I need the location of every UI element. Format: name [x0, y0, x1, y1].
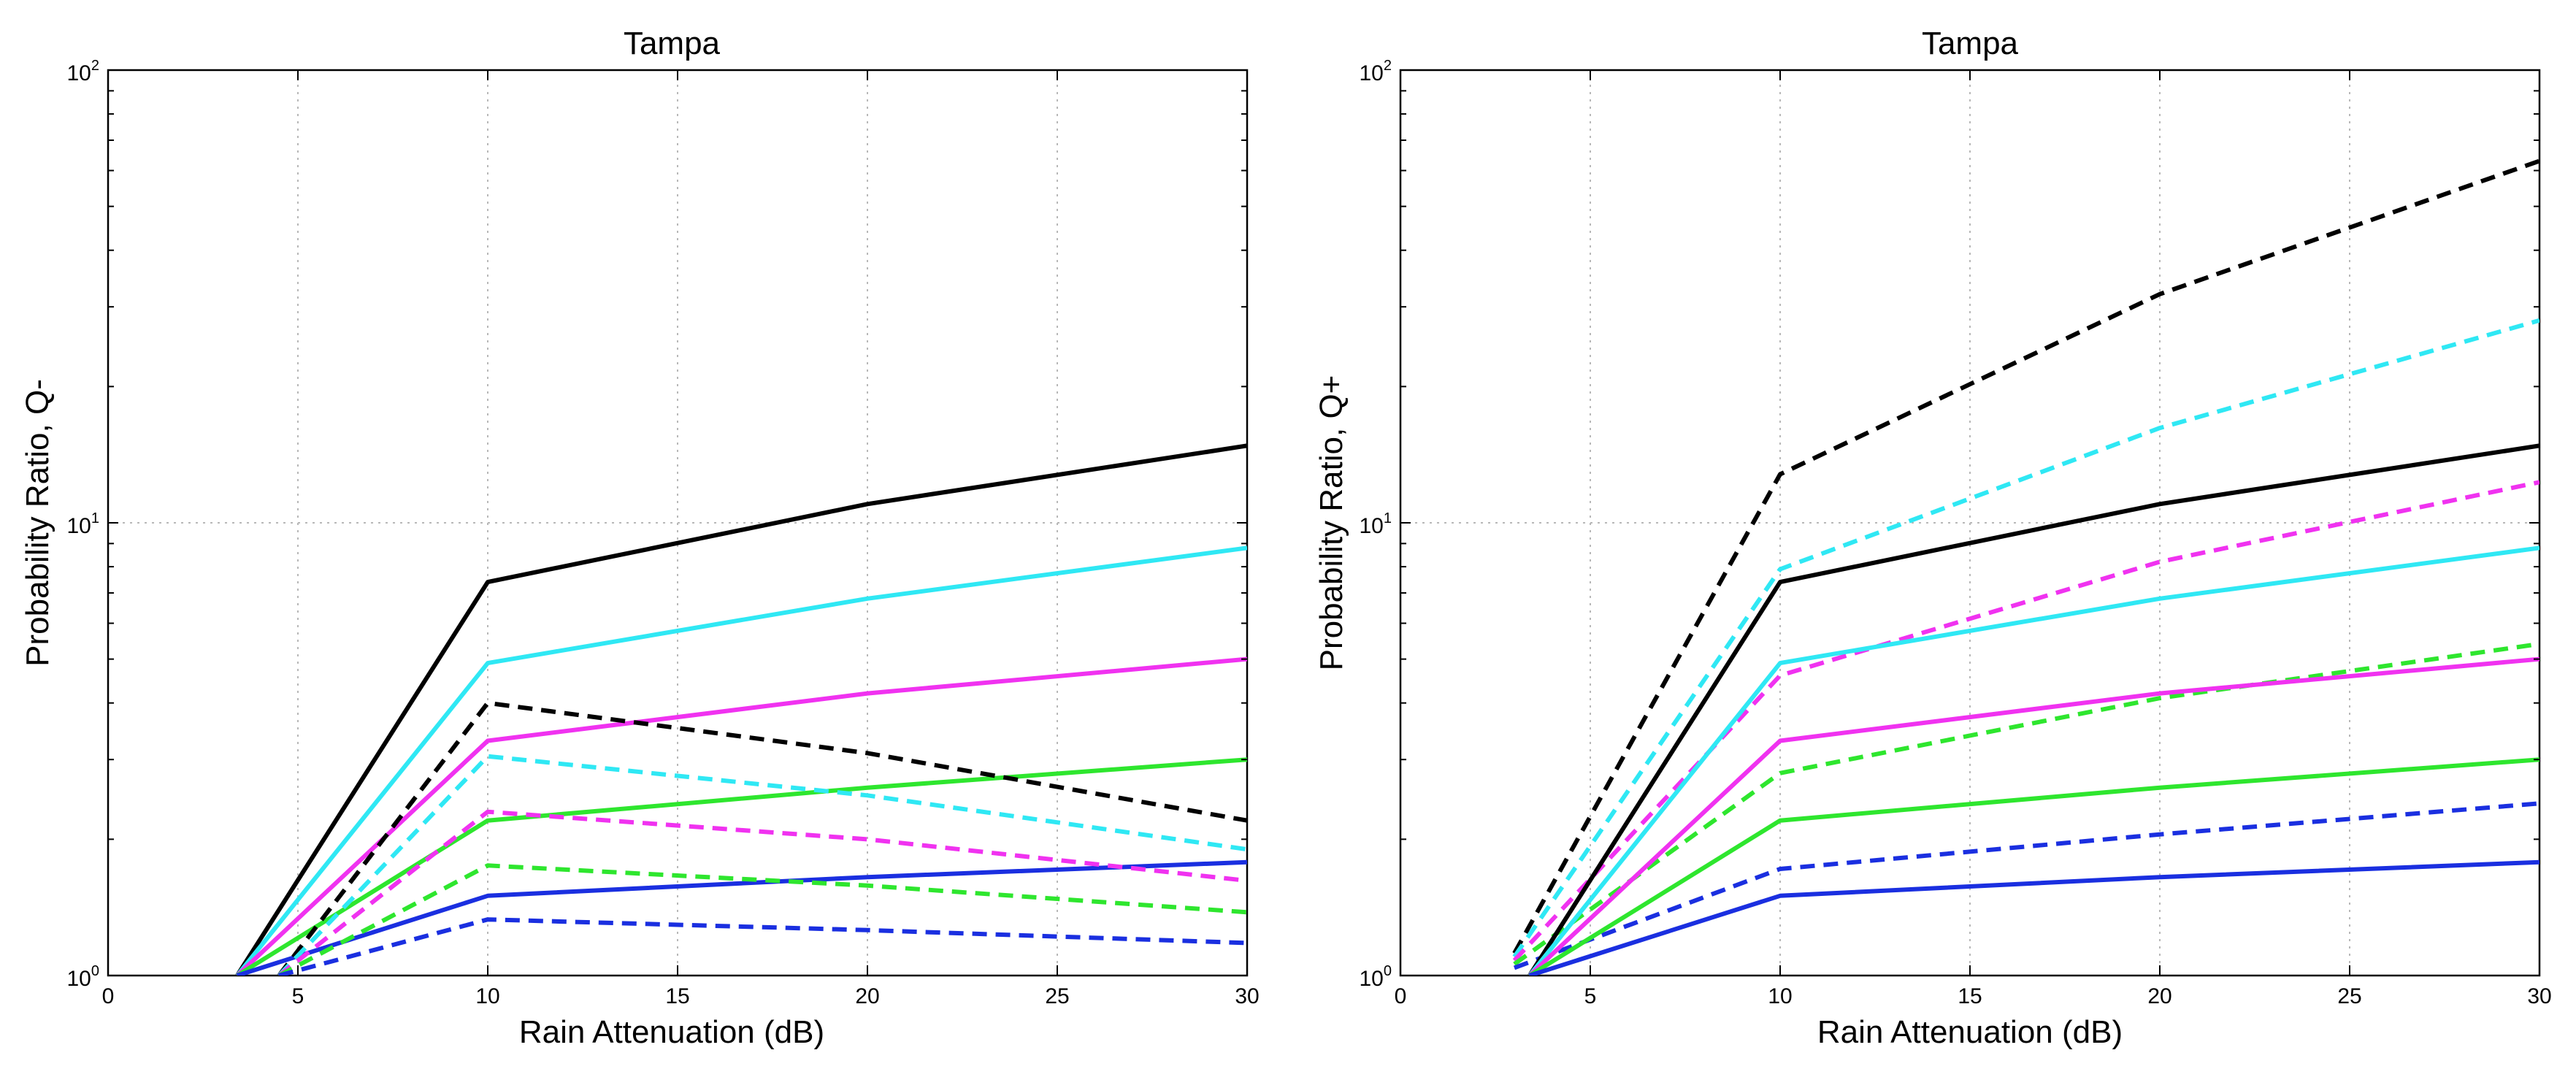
right-chart-title: Tampa: [1922, 26, 2019, 61]
right-y-tick-label-100: 102: [1360, 58, 1392, 85]
left-x-tick-label-5: 5: [292, 984, 304, 1008]
right-x-tick-label-25: 25: [2337, 984, 2361, 1008]
right-series-cyan-solid: [1527, 545, 2539, 976]
right-x-tick-label-15: 15: [1958, 984, 1982, 1008]
right-series-black-solid: [1527, 443, 2539, 976]
right-x-tick-label-10: 10: [1768, 984, 1792, 1008]
right-y-axis-label: Probability Ratio, Q+: [1314, 375, 1349, 671]
left-y-tick-label-10: 101: [67, 510, 100, 538]
left-series-blue-solid: [236, 859, 1247, 976]
right-y-tick-label-1: 100: [1360, 963, 1392, 991]
right-series-blue-dashed: [1513, 801, 2539, 970]
right-series-green-solid: [1528, 757, 2539, 976]
right-series-magenta-dashed: [1512, 480, 2539, 962]
left-ticks: [107, 69, 1248, 976]
left-x-axis-label: Rain Attenuation (dB): [519, 1014, 824, 1050]
left-y-tick-labels: 100 101 102: [67, 58, 100, 991]
left-x-tick-label-0: 0: [102, 984, 115, 1008]
left-x-tick-label-20: 20: [855, 984, 879, 1008]
left-y-tick-label-100: 102: [67, 58, 100, 85]
left-series-group: [235, 443, 1247, 976]
left-series-magenta-dashed: [277, 809, 1247, 976]
right-series-magenta-solid: [1527, 656, 2539, 976]
left-series-green-dashed: [277, 863, 1247, 976]
right-y-tick-labels: 100 101 102: [1360, 58, 1392, 991]
left-series-green-solid: [236, 757, 1247, 976]
right-series-cyan-dashed: [1512, 318, 2539, 958]
right-x-tick-label-30: 30: [2527, 984, 2551, 1008]
left-y-axis-label: Probability Ratio, Q-: [20, 379, 55, 667]
right-series-group: [1512, 158, 2539, 976]
right-ticks: [1400, 69, 2540, 976]
left-x-tick-label-30: 30: [1235, 984, 1259, 1008]
left-series-black-dashed: [277, 700, 1247, 976]
right-x-tick-labels: 0 5 10 15 20 25 30: [1395, 984, 2552, 1008]
right-series-green-dashed: [1513, 641, 2539, 966]
right-series-black-dashed: [1512, 158, 2539, 954]
left-series-cyan-dashed: [277, 754, 1247, 976]
left-x-tick-labels: 0 5 10 15 20 25 30: [102, 984, 1260, 1008]
left-series-blue-dashed: [278, 917, 1247, 976]
left-x-tick-label-10: 10: [475, 984, 499, 1008]
left-x-tick-label-25: 25: [1045, 984, 1069, 1008]
right-x-tick-label-20: 20: [2147, 984, 2171, 1008]
right-x-axis-label: Rain Attenuation (dB): [1817, 1014, 2123, 1050]
left-series-black-solid: [235, 443, 1247, 976]
left-chart-title: Tampa: [624, 26, 721, 61]
left-x-tick-label-15: 15: [665, 984, 689, 1008]
left-series-cyan-solid: [235, 545, 1247, 976]
right-x-tick-label-0: 0: [1395, 984, 1407, 1008]
right-grid: [1400, 70, 2539, 976]
right-y-tick-label-10: 101: [1360, 510, 1392, 538]
right-series-blue-solid: [1528, 859, 2539, 976]
right-x-tick-label-5: 5: [1584, 984, 1597, 1008]
left-series-magenta-solid: [235, 656, 1247, 976]
left-y-tick-label-1: 100: [67, 963, 100, 991]
left-grid: [108, 70, 1247, 976]
right-chart-panel: Tampa 0 5 10 15 20 25 30 100 101 102 Rai…: [1314, 26, 2552, 1050]
left-chart-panel: Tampa 0 5 10 15 20 25 30 100 101 102 Rai…: [20, 26, 1260, 1050]
